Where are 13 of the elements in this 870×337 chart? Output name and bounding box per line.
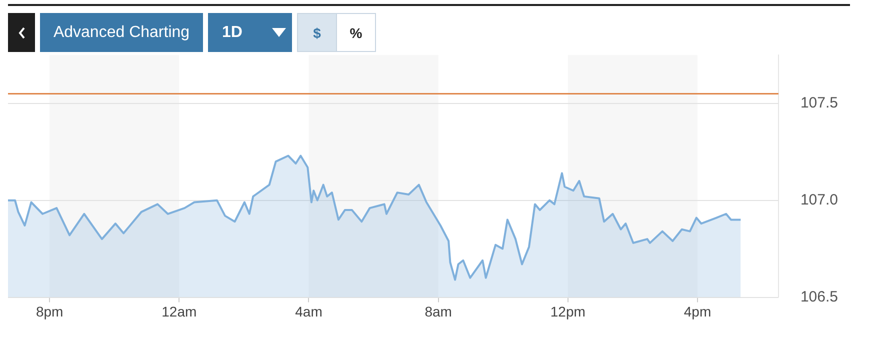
text: 1D — [222, 24, 242, 42]
y-tick-label: 107.5 — [800, 94, 838, 112]
text: % — [336, 13, 376, 52]
x-tick-label: 12pm — [550, 303, 586, 320]
x-tick-label: 8pm — [36, 303, 64, 320]
x-tick-label: 4am — [295, 303, 322, 320]
x-tick-label: 8am — [424, 303, 452, 320]
x-tick-label: 12am — [162, 303, 197, 320]
text: $ — [297, 13, 337, 52]
text: Advanced Charting — [40, 13, 203, 52]
x-tick-label: 4pm — [684, 303, 712, 320]
y-tick-label: 107.0 — [800, 191, 838, 208]
y-tick-label: 106.5 — [800, 288, 838, 306]
